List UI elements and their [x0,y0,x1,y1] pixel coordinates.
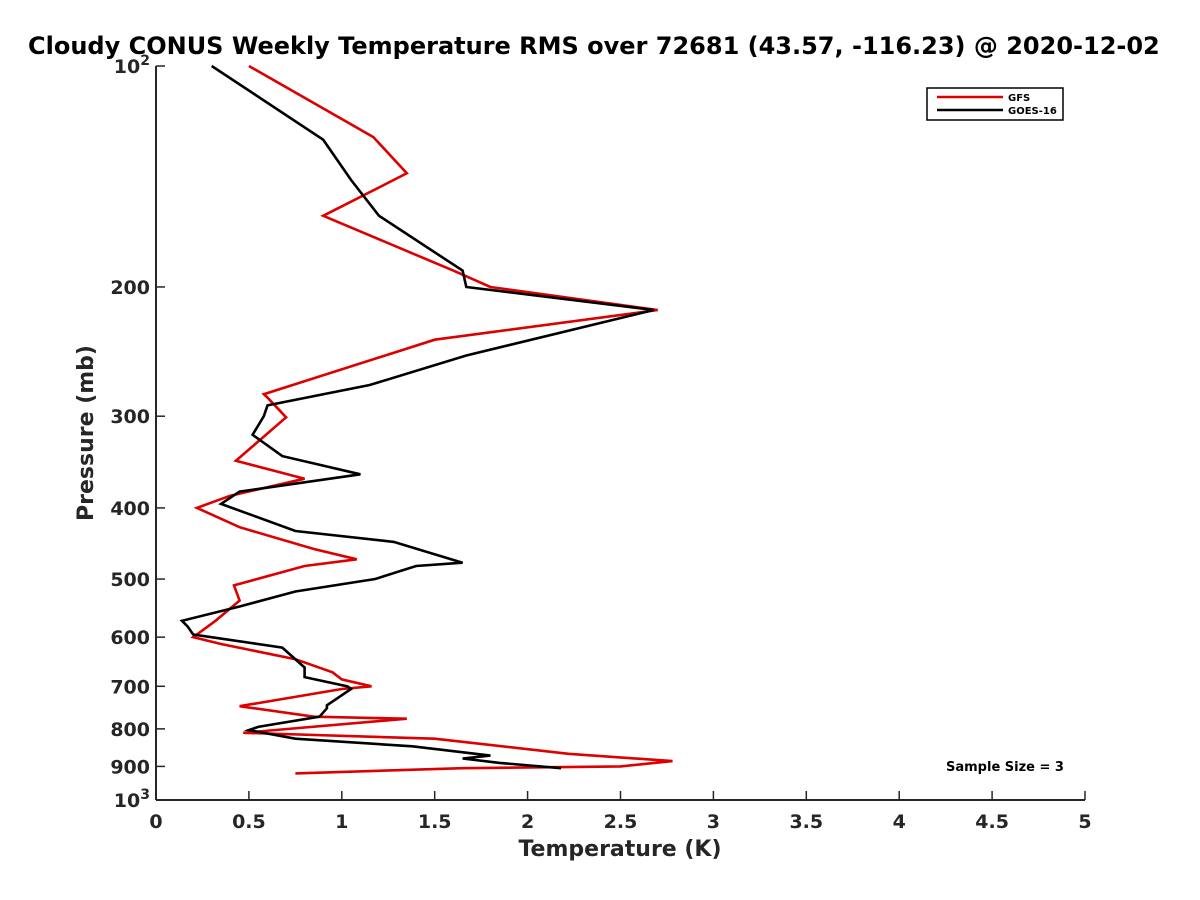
x-tick-label: 0.5 [232,811,266,833]
y-axis-label: Pressure (mb) [74,345,99,521]
x-axis-label: Temperature (K) [518,837,721,862]
x-tick-label: 4.5 [975,811,1009,833]
series-lines [179,64,673,775]
y-axis-ticks: 102 200 300 400 500 600 700 800 900 103 [110,53,165,812]
y-tick-label: 103 [114,787,150,812]
y-tick-label: 400 [110,498,150,520]
chart-title: Cloudy CONUS Weekly Temperature RMS over… [28,32,1160,60]
plot-area [156,66,1085,800]
y-tick-label: 600 [110,627,150,649]
x-tick-label: 5 [1078,811,1091,833]
y-tick-label: 900 [110,756,150,778]
x-tick-label: 3 [707,811,720,833]
legend-box [926,87,1064,121]
x-tick-label: 0 [149,811,162,833]
y-tick-label: 300 [110,406,150,428]
x-tick-label: 3.5 [789,811,823,833]
y-tick-label: 800 [110,719,150,741]
legend: GFS GOES-16 [926,87,1064,121]
x-tick-label: 2.5 [604,811,638,833]
x-tick-label: 4 [893,811,906,833]
series-line-goes16 [179,64,655,770]
y-tick-label: 500 [110,569,150,591]
x-tick-label: 2 [521,811,534,833]
y-tick-label: 700 [110,676,150,698]
sample-size-annotation: Sample Size = 3 [946,760,1064,775]
x-tick-label: 1 [335,811,348,833]
series-line-gfs [190,64,673,775]
legend-label-gfs: GFS [1008,93,1030,104]
x-axis-ticks: 0 0.5 1 1.5 2 2.5 3 3.5 4 4.5 5 [149,791,1092,833]
y-tick-label: 200 [110,277,150,299]
x-tick-label: 1.5 [418,811,452,833]
legend-label-goes16: GOES-16 [1008,106,1057,117]
y-tick-label: 102 [114,53,150,78]
